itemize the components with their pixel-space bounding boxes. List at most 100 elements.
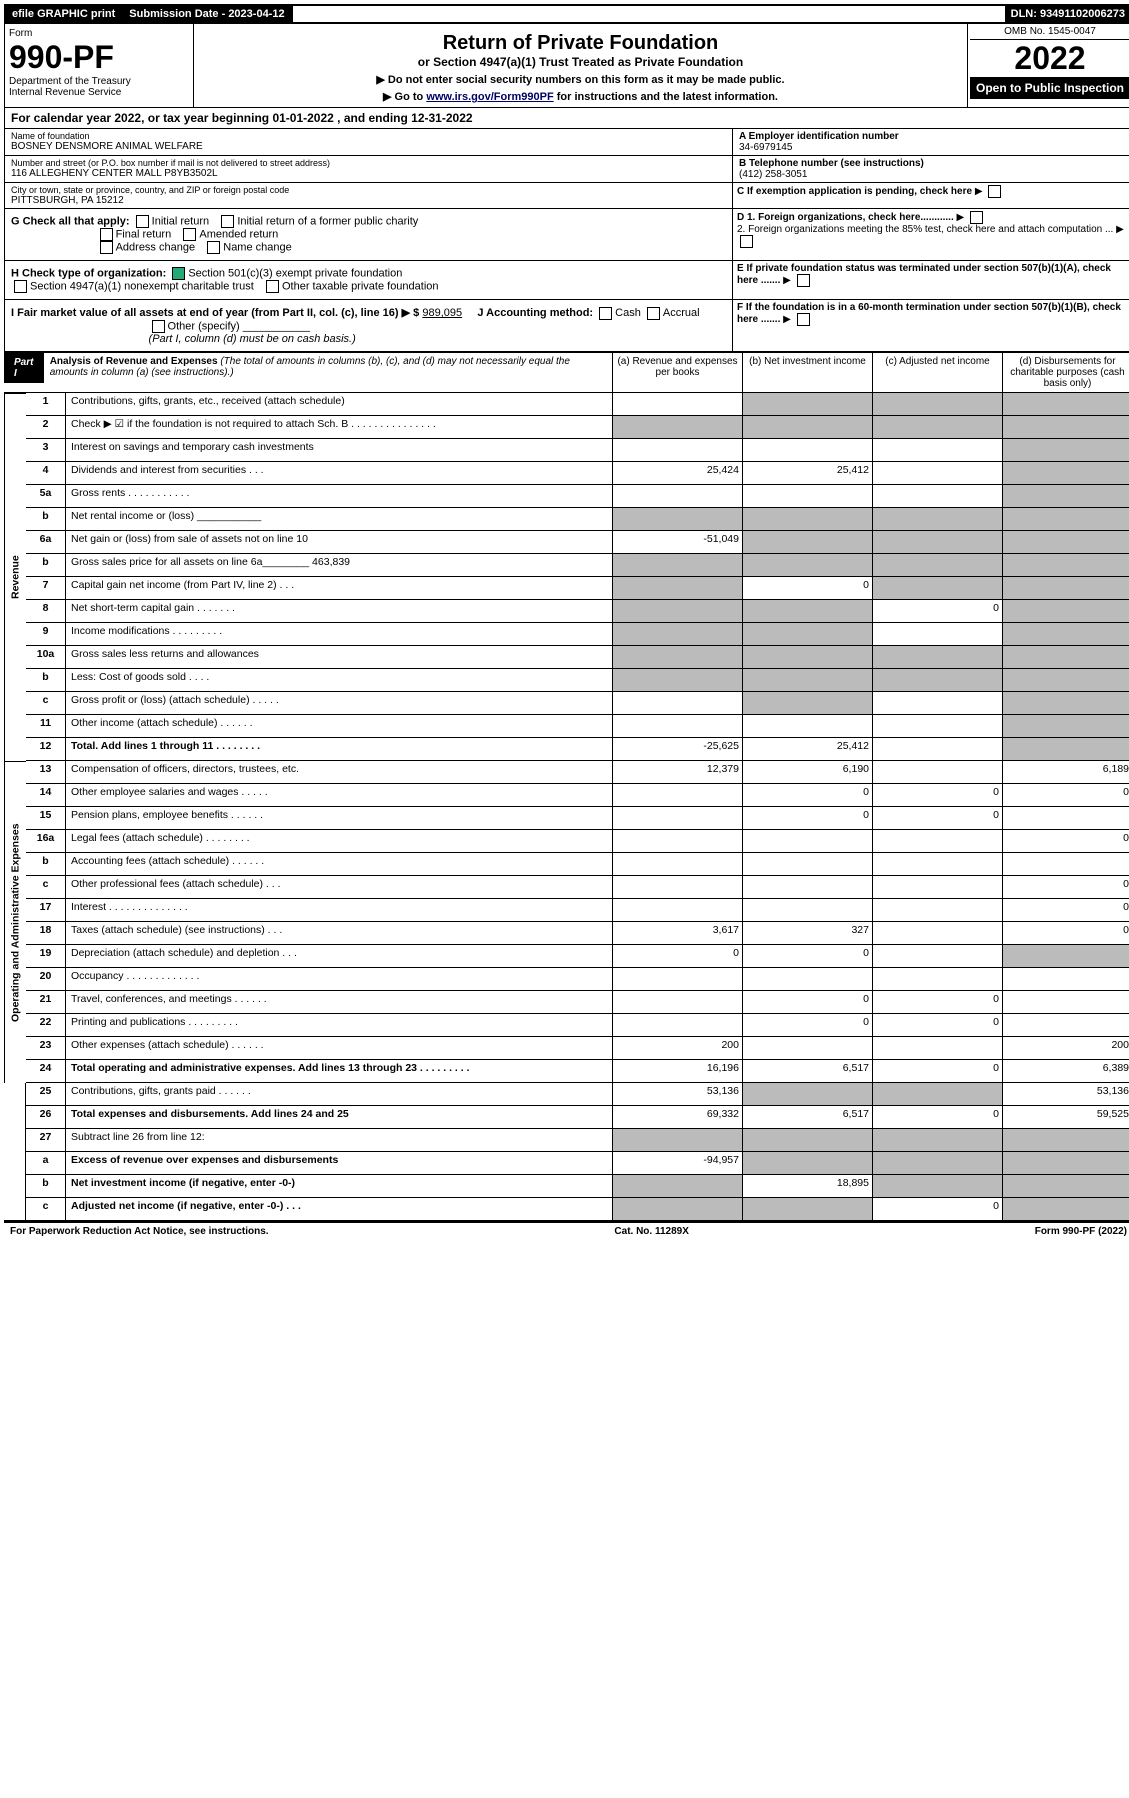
addr-change-check[interactable] <box>100 241 113 254</box>
initial-return-check[interactable] <box>136 215 149 228</box>
amended-return-check[interactable] <box>183 228 196 241</box>
irs-link[interactable]: www.irs.gov/Form990PF <box>426 91 553 103</box>
r17-n: 17 <box>26 899 66 922</box>
tel-value: (412) 258-3051 <box>739 169 1126 180</box>
r11-d: Other income (attach schedule) . . . . .… <box>66 715 613 738</box>
r23-a: 200 <box>613 1037 743 1060</box>
r27-a <box>613 1129 743 1152</box>
r4-a: 25,424 <box>613 462 743 485</box>
r16a-a <box>613 830 743 853</box>
r27-c <box>873 1129 1003 1152</box>
4947-check[interactable] <box>14 280 27 293</box>
r10b-b <box>743 669 873 692</box>
form-label: Form <box>9 28 189 39</box>
f-check[interactable] <box>797 313 810 326</box>
r10b-a <box>613 669 743 692</box>
r4-n: 4 <box>26 462 66 485</box>
form-subtitle: or Section 4947(a)(1) Trust Treated as P… <box>198 55 963 69</box>
r8-a <box>613 600 743 623</box>
d2-check[interactable] <box>740 235 753 248</box>
r5b-a <box>613 508 743 531</box>
g6: Name change <box>223 241 292 253</box>
r19-dd <box>1003 945 1129 968</box>
r24-a: 16,196 <box>613 1060 743 1083</box>
r6b-a <box>613 554 743 577</box>
initial-former-check[interactable] <box>221 215 234 228</box>
r10b-d: Less: Cost of goods sold . . . . <box>66 669 613 692</box>
r27a-n: a <box>26 1152 66 1175</box>
c-label: C If exemption application is pending, c… <box>737 186 972 197</box>
g1: Initial return <box>152 215 209 227</box>
r11-c <box>873 715 1003 738</box>
r15-dd <box>1003 807 1129 830</box>
other-spec-check[interactable] <box>152 320 165 333</box>
expenses-side-label: Operating and Administrative Expenses <box>4 761 26 1083</box>
foundation-info: Name of foundation BOSNEY DENSMORE ANIMA… <box>4 129 1129 352</box>
r16a-b <box>743 830 873 853</box>
501c3-check[interactable] <box>172 267 185 280</box>
r4-b: 25,412 <box>743 462 873 485</box>
r18-a: 3,617 <box>613 922 743 945</box>
r2-a <box>613 416 743 439</box>
r7-c <box>873 577 1003 600</box>
instr-2-prefix: ▶ Go to <box>383 91 426 103</box>
r14-a <box>613 784 743 807</box>
r3-d: Interest on savings and temporary cash i… <box>66 439 613 462</box>
accrual-check[interactable] <box>647 307 660 320</box>
r18-d: Taxes (attach schedule) (see instruction… <box>66 922 613 945</box>
r5b-b <box>743 508 873 531</box>
r27b-a <box>613 1175 743 1198</box>
r15-b: 0 <box>743 807 873 830</box>
form-title: Return of Private Foundation <box>198 32 963 55</box>
r27b-c <box>873 1175 1003 1198</box>
r10b-c <box>873 669 1003 692</box>
r27c-b <box>743 1198 873 1221</box>
name-change-check[interactable] <box>207 241 220 254</box>
r16b-c <box>873 853 1003 876</box>
r27c-dd <box>1003 1198 1129 1221</box>
r24-d: Total operating and administrative expen… <box>66 1060 613 1083</box>
col-b-header: (b) Net investment income <box>743 353 873 393</box>
r27c-a <box>613 1198 743 1221</box>
r27b-n: b <box>26 1175 66 1198</box>
efile-link[interactable]: efile GRAPHIC print <box>6 6 123 22</box>
r8-d: Net short-term capital gain . . . . . . … <box>66 600 613 623</box>
r17-b <box>743 899 873 922</box>
r6a-d: Net gain or (loss) from sale of assets n… <box>66 531 613 554</box>
final-return-check[interactable] <box>100 228 113 241</box>
r27b-b: 18,895 <box>743 1175 873 1198</box>
calendar-year-row: For calendar year 2022, or tax year begi… <box>4 108 1129 129</box>
r6b-n: b <box>26 554 66 577</box>
cash-check[interactable] <box>599 307 612 320</box>
r1-n: 1 <box>26 393 66 416</box>
r26-b: 6,517 <box>743 1106 873 1129</box>
e-check[interactable] <box>797 274 810 287</box>
h-checks: H Check type of organization: Section 50… <box>5 261 732 300</box>
r27-d: Subtract line 26 from line 12: <box>66 1129 613 1152</box>
r9-n: 9 <box>26 623 66 646</box>
r27b-dd <box>1003 1175 1129 1198</box>
r19-a: 0 <box>613 945 743 968</box>
r24-n: 24 <box>26 1060 66 1083</box>
r25-dd: 53,136 <box>1003 1083 1129 1106</box>
r10a-a <box>613 646 743 669</box>
r9-b <box>743 623 873 646</box>
g3: Final return <box>116 228 172 240</box>
r13-n: 13 <box>26 761 66 784</box>
r16a-d: Legal fees (attach schedule) . . . . . .… <box>66 830 613 853</box>
r26-a: 69,332 <box>613 1106 743 1129</box>
r10c-d: Gross profit or (loss) (attach schedule)… <box>66 692 613 715</box>
r21-a <box>613 991 743 1014</box>
r21-d: Travel, conferences, and meetings . . . … <box>66 991 613 1014</box>
d1-check[interactable] <box>970 211 983 224</box>
r4-d: Dividends and interest from securities .… <box>66 462 613 485</box>
r23-d: Other expenses (attach schedule) . . . .… <box>66 1037 613 1060</box>
r12-c <box>873 738 1003 761</box>
r16b-n: b <box>26 853 66 876</box>
r6b-c <box>873 554 1003 577</box>
part1-title: Analysis of Revenue and Expenses <box>50 356 218 367</box>
c-checkbox[interactable] <box>988 185 1001 198</box>
other-taxable-check[interactable] <box>266 280 279 293</box>
r16b-d: Accounting fees (attach schedule) . . . … <box>66 853 613 876</box>
r21-c: 0 <box>873 991 1003 1014</box>
